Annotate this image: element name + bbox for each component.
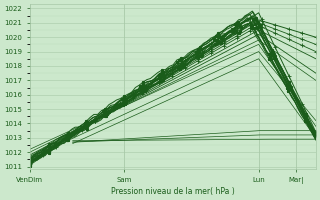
X-axis label: Pression niveau de la mer( hPa ): Pression niveau de la mer( hPa ) [111,187,235,196]
